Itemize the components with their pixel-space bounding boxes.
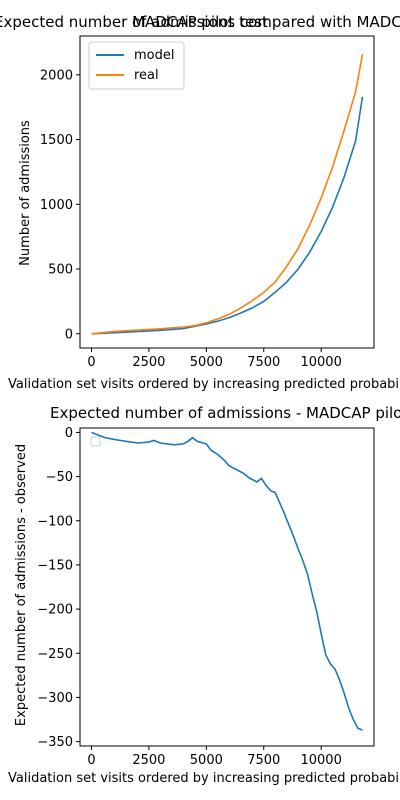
bottom-series-line-diff (92, 432, 363, 730)
top-x-tick-label: 10000 (300, 355, 341, 370)
top-y-axis-label: Number of admissions (18, 120, 33, 266)
bottom-axes-frame (80, 428, 374, 746)
top-x-ticks: 0 2500 5000 7500 10000 (87, 348, 342, 370)
legend-model-label: model (134, 48, 174, 63)
top-y-tick-label: 0 (65, 327, 73, 342)
top-x-tick-label: 0 (87, 355, 95, 370)
bottom-y-tick-label: −100 (37, 514, 73, 529)
bottom-x-tick-label: 2500 (132, 753, 165, 768)
bottom-x-tick-label: 5000 (190, 753, 223, 768)
bottom-plot-area (80, 428, 374, 746)
top-x-tick-label: 2500 (132, 355, 165, 370)
bottom-x-ticks: 0 2500 5000 7500 10000 (87, 746, 342, 768)
bottom-y-tick-label: −150 (37, 558, 73, 573)
bottom-x-tick-label: 0 (87, 753, 95, 768)
bottom-y-tick-label: −200 (37, 603, 73, 618)
top-y-tick-label: 500 (48, 263, 73, 278)
legend-real-label: real (134, 68, 159, 83)
top-legend: model real (89, 42, 184, 89)
bottom-y-ticks: 0 −50 −100 −150 −200 −250 −300 −350 (37, 426, 80, 750)
bottom-y-tick-label: −250 (37, 647, 73, 662)
bottom-x-tick-label: 7500 (247, 753, 280, 768)
bottom-chart-title: Expected number of admissions - MADCAP p… (50, 404, 400, 422)
top-chart-overlap-title: MADCAP pilot test (132, 13, 268, 31)
top-series-line-real (92, 54, 363, 334)
bottom-x-tick-label: 10000 (300, 753, 341, 768)
top-x-tick-label: 5000 (190, 355, 223, 370)
top-y-tick-label: 1500 (40, 133, 73, 148)
top-y-tick-label: 1000 (40, 198, 73, 213)
bottom-y-tick-label: −50 (46, 470, 73, 485)
top-x-tick-label: 7500 (247, 355, 280, 370)
bottom-y-tick-label: −350 (37, 735, 73, 750)
bottom-y-tick-label: −300 (37, 691, 73, 706)
bottom-legend-box (91, 437, 100, 446)
top-series-line-model (92, 97, 363, 334)
bottom-x-axis-label: Validation set visits ordered by increas… (8, 771, 400, 786)
bottom-y-tick-label: 0 (65, 426, 73, 441)
bottom-chart: Expected number of admissions - MADCAP p… (8, 404, 400, 786)
bottom-y-axis-label: Expected number of admissions - observed (14, 444, 29, 726)
top-x-axis-label: Validation set visits ordered by increas… (8, 377, 400, 392)
top-y-tick-label: 2000 (40, 68, 73, 83)
top-y-ticks: 0 500 1000 1500 2000 (40, 68, 80, 342)
top-chart: Expected number of admissions compared w… (0, 13, 400, 392)
